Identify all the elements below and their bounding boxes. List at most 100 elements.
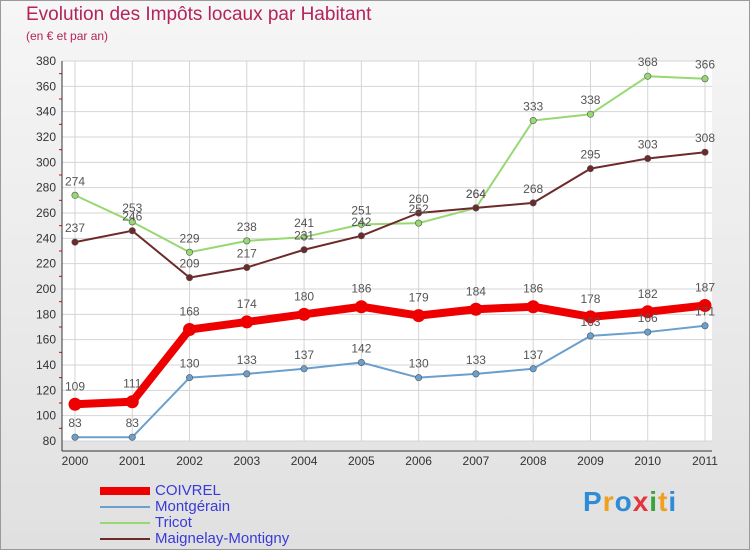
data-label-maignelay-montigny: 242 (351, 215, 371, 229)
logo-letter: i (668, 486, 678, 517)
legend-swatch (100, 522, 150, 524)
data-point-maignelay-montigny (586, 165, 594, 173)
y-tick-label: 200 (36, 282, 56, 296)
grid (62, 60, 712, 442)
data-point-tricot (243, 237, 251, 245)
x-tick-label: 2005 (348, 454, 375, 468)
logo-letter: t (658, 486, 669, 517)
data-point-montg-rain (300, 365, 308, 373)
data-label-montg-rain: 142 (351, 341, 371, 355)
data-label-tricot: 366 (695, 58, 715, 72)
data-point-coivrel (412, 309, 426, 323)
data-point-montg-rain (701, 322, 709, 330)
data-point-maignelay-montigny (472, 204, 480, 212)
data-point-maignelay-montigny (644, 155, 652, 163)
data-label-coivrel: 186 (351, 282, 371, 296)
data-label-tricot: 252 (409, 202, 429, 216)
data-point-montg-rain (71, 433, 79, 441)
y-tick-label: 380 (36, 54, 56, 68)
legend-label: Maignelay-Montigny (155, 530, 290, 547)
legend-swatch (100, 487, 150, 495)
data-point-maignelay-montigny (186, 274, 194, 282)
series-line-coivrel (74, 301, 706, 409)
x-tick-label: 2008 (520, 454, 547, 468)
data-label-montg-rain: 130 (180, 357, 200, 371)
data-label-coivrel: 184 (466, 284, 486, 298)
series-line-montg-rain (75, 324, 706, 439)
logo-letter: o (614, 486, 633, 517)
data-point-montg-rain (529, 365, 537, 373)
logo-letter: x (632, 486, 650, 517)
data-point-montg-rain (186, 374, 194, 382)
data-label-montg-rain: 137 (294, 348, 314, 362)
data-point-tricot (701, 75, 709, 83)
data-point-montg-rain (357, 358, 365, 366)
data-point-coivrel (354, 300, 368, 314)
chart-title: Evolution des Impôts locaux par Habitant (26, 4, 372, 25)
data-label-tricot: 333 (523, 100, 543, 114)
legend-label: Tricot (155, 514, 192, 531)
data-label-coivrel: 111 (123, 377, 142, 391)
data-point-coivrel (125, 395, 139, 409)
x-tick-label: 2004 (291, 454, 318, 468)
data-label-coivrel: 174 (237, 297, 257, 311)
data-point-montg-rain (415, 374, 423, 382)
data-label-maignelay-montigny: 295 (580, 148, 600, 162)
axes: 80 100 120 140 160 180 200 220 240 260 280 300 320 34… (36, 54, 718, 468)
data-point-tricot (357, 220, 365, 228)
data-label-montg-rain: 137 (523, 348, 543, 362)
data-point-coivrel (698, 298, 712, 312)
y-tick-label: 340 (36, 105, 56, 119)
data-label-montg-rain: 163 (580, 315, 600, 329)
proxiti-logo: Proxiti (583, 486, 677, 518)
data-label-coivrel: 168 (180, 305, 200, 319)
data-label-montg-rain: 83 (68, 416, 82, 430)
data-label-maignelay-montigny: 268 (523, 182, 543, 196)
x-tick-label: 2003 (233, 454, 260, 468)
logo-letter: r (602, 486, 615, 517)
data-point-tricot (128, 218, 136, 226)
y-tick-label: 300 (36, 155, 56, 169)
x-tick-label: 2010 (634, 454, 661, 468)
data-label-tricot: 241 (294, 216, 314, 230)
y-tick-label: 180 (36, 307, 56, 321)
data-label-coivrel: 109 (65, 379, 85, 393)
series-line-maignelay-montigny (74, 151, 706, 279)
x-tick-label: 2000 (62, 454, 89, 468)
data-point-coivrel (469, 302, 483, 316)
data-labels: 274 253 229 238 241 251 252 264 333 338 368 366 237 2… (65, 55, 715, 430)
x-tick-label: 2001 (119, 454, 146, 468)
data-label-coivrel: 178 (580, 292, 600, 306)
data-label-tricot: 253 (122, 201, 142, 215)
logo-letter: i (649, 486, 659, 517)
y-tick-label: 100 (36, 409, 56, 423)
data-point-montg-rain (128, 433, 136, 441)
data-point-coivrel (583, 310, 597, 324)
data-point-maignelay-montigny (529, 199, 537, 207)
data-point-coivrel (526, 300, 540, 314)
data-label-montg-rain: 130 (409, 357, 429, 371)
data-point-maignelay-montigny (71, 238, 79, 246)
data-label-coivrel: 180 (294, 289, 314, 303)
data-point-maignelay-montigny (415, 209, 423, 217)
y-tick-label: 240 (36, 231, 56, 245)
legend-swatch (100, 538, 150, 540)
x-tick-label: 2007 (463, 454, 490, 468)
data-label-coivrel: 182 (638, 287, 658, 301)
x-tick-label: 2006 (405, 454, 432, 468)
data-label-maignelay-montigny: 217 (237, 246, 257, 260)
data-label-tricot: 368 (638, 55, 658, 69)
data-label-tricot: 274 (65, 174, 85, 188)
x-tick-label: 2009 (577, 454, 604, 468)
data-label-maignelay-montigny: 237 (65, 221, 85, 235)
data-label-maignelay-montigny: 231 (294, 229, 314, 243)
data-point-montg-rain (472, 370, 480, 378)
data-label-maignelay-montigny: 209 (180, 257, 200, 271)
data-label-tricot: 251 (351, 203, 371, 217)
y-tick-label: 280 (36, 181, 56, 195)
data-label-montg-rain: 166 (638, 311, 658, 325)
data-label-montg-rain: 83 (126, 416, 140, 430)
data-point-tricot (529, 117, 537, 125)
data-label-maignelay-montigny: 264 (466, 187, 486, 201)
